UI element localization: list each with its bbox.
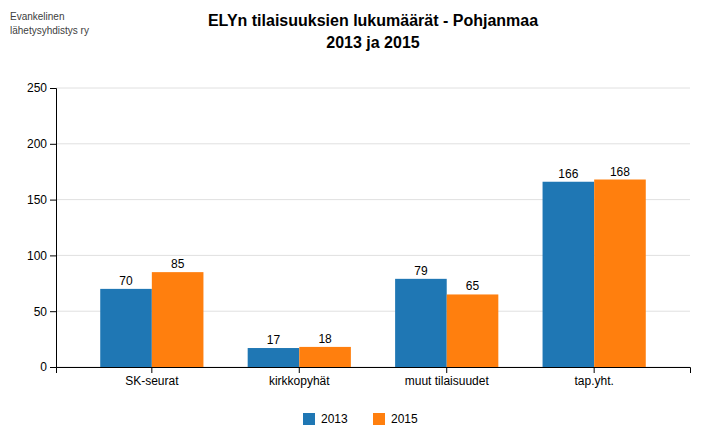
data-label: 70 [119, 274, 133, 288]
y-tick-mark [50, 200, 56, 201]
y-tick: 0 [40, 360, 56, 374]
y-tick: 250 [27, 81, 56, 95]
legend-item: 2015 [373, 412, 418, 426]
data-label: 65 [466, 279, 480, 293]
y-tick-mark [50, 88, 56, 89]
x-axis: SK-seurat kirkkopyhät muut tilaisuudet tap.… [57, 367, 691, 388]
x-tick-mark [151, 367, 152, 373]
y-tick-label: 150 [27, 193, 47, 207]
x-tick: muut tilaisuudet [405, 367, 490, 388]
legend-label: 2013 [321, 412, 348, 426]
data-label: 168 [610, 165, 630, 179]
y-axis: 0 50 100 150 200 250 [27, 81, 57, 374]
x-tick-label: SK-seurat [125, 374, 179, 388]
y-tick: 100 [27, 249, 56, 263]
annotation: Evankelinen [10, 11, 64, 22]
legend-swatch [373, 413, 385, 425]
bar [299, 347, 351, 367]
data-label: 18 [318, 332, 332, 346]
x-tick-mark [299, 367, 300, 373]
data-labels: 70 17 79 166 85 18 65 168 [119, 165, 630, 348]
grid-line [56, 88, 690, 89]
y-tick-label: 250 [27, 81, 47, 95]
x-axis-line [57, 368, 691, 374]
series [152, 180, 646, 367]
bar [152, 272, 204, 367]
data-label: 166 [558, 167, 578, 181]
bar [395, 279, 447, 367]
plot: 0 50 100 150 200 250 SK-seurat kirkkopyhät muut … [27, 81, 691, 387]
annotation: lähetysyhdistys ry [10, 25, 89, 36]
legend-label: 2015 [391, 412, 418, 426]
y-tick: 200 [27, 137, 56, 151]
x-tick: tap.yht. [574, 367, 613, 388]
y-tick: 150 [27, 193, 56, 207]
title: ELYn tilaisuuksien lukumäärät - Pohjanma… [208, 12, 538, 29]
legend-item: 2013 [303, 412, 348, 426]
x-tick-label: kirkkopyhät [269, 374, 330, 388]
x-tick-label: tap.yht. [574, 374, 613, 388]
grid [56, 88, 690, 367]
data-label: 17 [267, 333, 281, 347]
x-tick-label: muut tilaisuudet [405, 374, 490, 388]
x-tick-mark [446, 367, 447, 373]
x-tick: kirkkopyhät [269, 367, 330, 388]
legend: 2013 2015 [303, 412, 418, 426]
chart: ELYn tilaisuuksien lukumäärät - Pohjanma… [0, 0, 714, 445]
y-tick-label: 0 [40, 360, 47, 374]
bar [100, 289, 152, 367]
bars [100, 180, 646, 367]
bar [594, 180, 646, 367]
y-tick-label: 100 [27, 249, 47, 263]
y-tick-label: 200 [27, 137, 47, 151]
y-axis-line [50, 89, 57, 368]
y-tick: 50 [34, 305, 56, 319]
bar [543, 182, 595, 367]
x-tick: SK-seurat [125, 367, 179, 388]
data-label: 85 [171, 257, 185, 271]
y-tick-mark [50, 367, 56, 368]
data-label: 79 [414, 264, 428, 278]
y-tick-mark [50, 255, 56, 256]
bar [248, 348, 300, 367]
x-tick-mark [594, 367, 595, 373]
y-tick-mark [50, 144, 56, 145]
grid-line [56, 143, 690, 144]
bar [447, 294, 499, 367]
subtitle: 2013 ja 2015 [326, 34, 420, 51]
y-tick-label: 50 [34, 305, 48, 319]
y-tick-mark [50, 311, 56, 312]
legend-swatch [303, 413, 315, 425]
series [100, 182, 594, 367]
